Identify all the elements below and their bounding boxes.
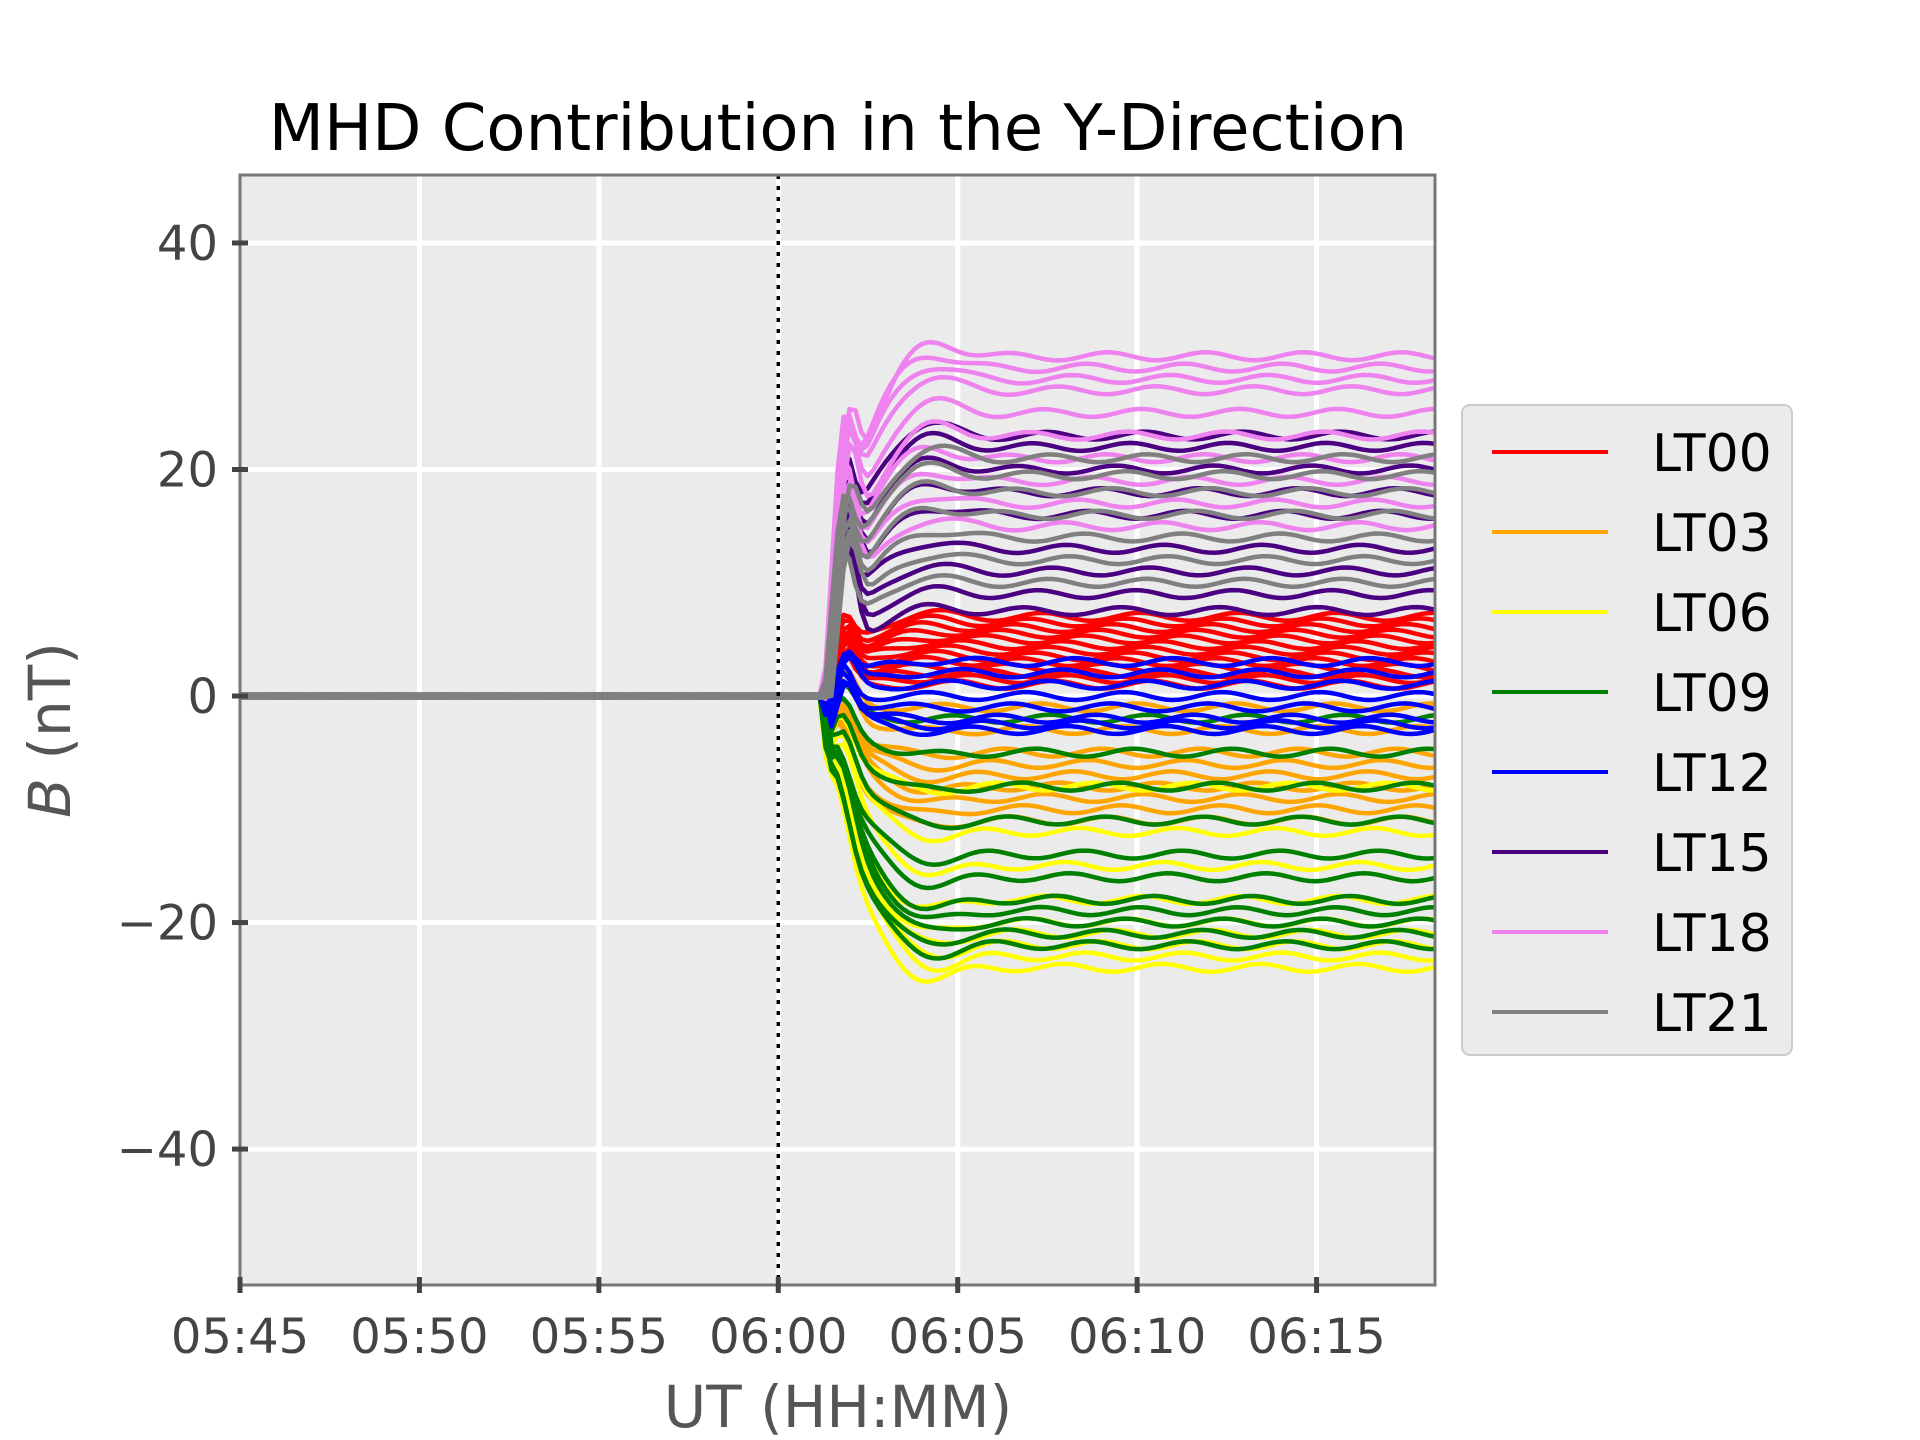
x-tick-label: 05:50 (350, 1309, 488, 1365)
legend-label-lt21: LT21 (1652, 984, 1772, 1044)
legend-box (1461, 404, 1793, 1056)
x-axis-ticks: 05:45 05:50 05:55 06:00 06:05 06:10 06:15 (171, 1277, 1386, 1365)
legend-label-lt18: LT18 (1652, 904, 1772, 964)
y-axis-symbol: B (16, 778, 84, 818)
series-lines (239, 340, 1436, 984)
legend-label-lt12: LT12 (1652, 744, 1772, 804)
x-tick-label: 06:05 (889, 1309, 1027, 1365)
plot-frame (238, 173, 1437, 1287)
x-tick-label: 06:00 (709, 1309, 847, 1365)
legend-label-lt09: LT09 (1652, 664, 1772, 724)
y-tick-label: −20 (117, 896, 218, 952)
x-tick-label: 06:10 (1068, 1309, 1206, 1365)
x-tick-label: 06:15 (1247, 1309, 1385, 1365)
y-axis-ticks: 40 20 0 −20 −40 (117, 216, 248, 1178)
legend-label-lt15: LT15 (1652, 824, 1772, 884)
chart-title: MHD Contribution in the Y-Direction (269, 92, 1407, 166)
legend-items: LT00 LT03 LT06 LT09 LT12 LT15 LT18 LT21 (1492, 424, 1772, 1044)
legend: LT00 LT03 LT06 LT09 LT12 LT15 LT18 LT21 (1461, 404, 1793, 1056)
y-tick-label: 20 (157, 442, 218, 498)
x-axis-label: UT (HH:MM) (664, 1373, 1012, 1440)
y-tick-label: −40 (117, 1122, 218, 1178)
legend-label-lt03: LT03 (1652, 504, 1772, 564)
y-axis-unit: (nT) (16, 642, 84, 759)
legend-label-lt00: LT00 (1652, 424, 1772, 484)
series-lt21 (239, 443, 1436, 700)
x-tick-label: 05:45 (171, 1309, 309, 1365)
plot-area (238, 173, 1437, 1287)
y-axis-label: B (nT) (16, 642, 84, 818)
y-tick-label: 0 (187, 669, 218, 725)
legend-label-lt06: LT06 (1652, 584, 1772, 644)
x-tick-label: 05:55 (530, 1309, 668, 1365)
series-line-lt21 (239, 546, 1436, 700)
y-tick-label: 40 (157, 216, 218, 272)
